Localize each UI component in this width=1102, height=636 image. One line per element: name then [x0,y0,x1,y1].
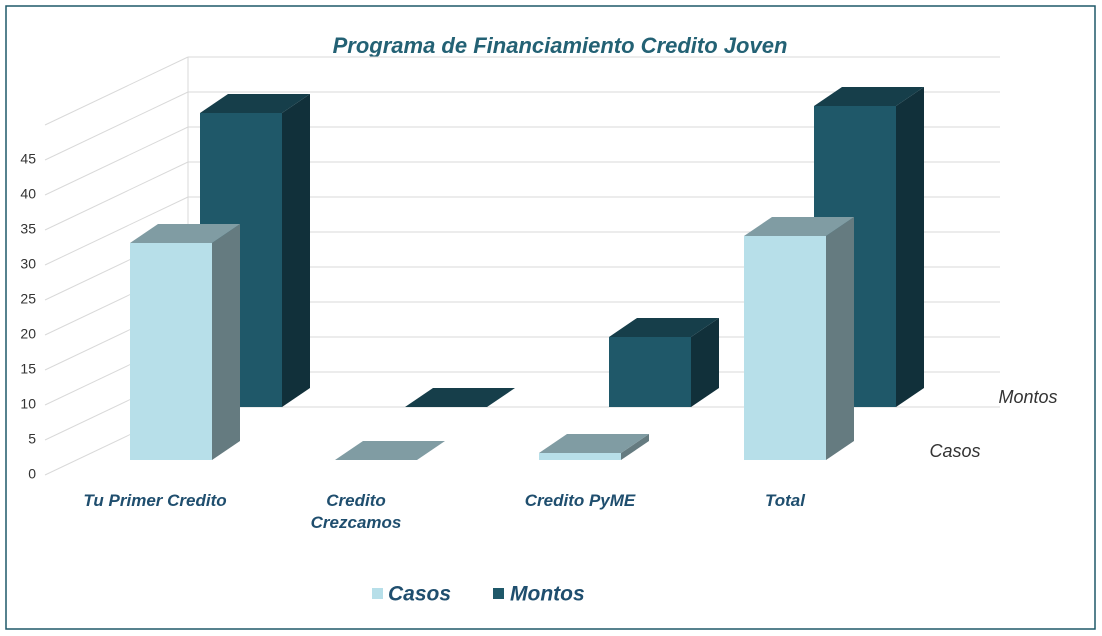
y-tick-label: 10 [20,396,36,412]
bar-side [212,224,240,460]
legend-swatch [493,588,504,599]
bar-top [744,217,854,236]
legend-swatch [372,588,383,599]
x-tick-label: Tu Primer Credito [83,491,227,510]
bar-top [539,434,649,453]
y-tick-label: 15 [20,361,36,377]
x-tick-label: Total [765,491,805,510]
bar [609,337,691,407]
y-tick-label: 25 [20,291,36,307]
bar-side [282,94,310,407]
bar-top [405,388,515,407]
bar-top [814,87,924,106]
bar-side [621,434,649,460]
bar-side [826,217,854,460]
bar-side [896,87,924,407]
grid-line [44,161,189,231]
bar [744,236,826,460]
chart-title: Programa de Financiamiento Credito Joven [333,33,788,58]
legend-label: Montos [510,583,585,606]
bar-top [609,318,719,337]
y-tick-label: 0 [28,466,36,482]
x-tick-label: Credito PyME [524,491,636,510]
wall-edge [44,56,189,126]
grid-line [44,91,189,161]
y-tick-label: 30 [20,256,36,272]
y-tick-label: 35 [20,221,36,237]
y-tick-label: 45 [20,151,36,167]
depth-label: Montos [998,387,1057,407]
grid-line [44,196,189,266]
depth-label: Casos [929,441,980,461]
bar-top [335,441,445,460]
grid-line [44,126,189,196]
y-tick-label: 40 [20,186,36,202]
bar [130,243,212,460]
bar [539,453,621,460]
bar-side [691,318,719,407]
bar-top [200,94,310,113]
x-tick-label: Credito Crezcamos [310,491,402,532]
bar-top [130,224,240,243]
legend-label: Casos [388,583,451,606]
y-tick-label: 20 [20,326,36,342]
y-tick-label: 5 [28,431,36,447]
